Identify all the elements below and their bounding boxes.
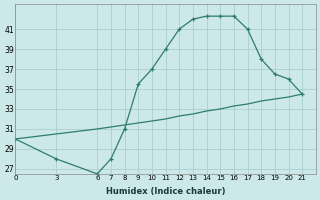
X-axis label: Humidex (Indice chaleur): Humidex (Indice chaleur): [106, 187, 225, 196]
